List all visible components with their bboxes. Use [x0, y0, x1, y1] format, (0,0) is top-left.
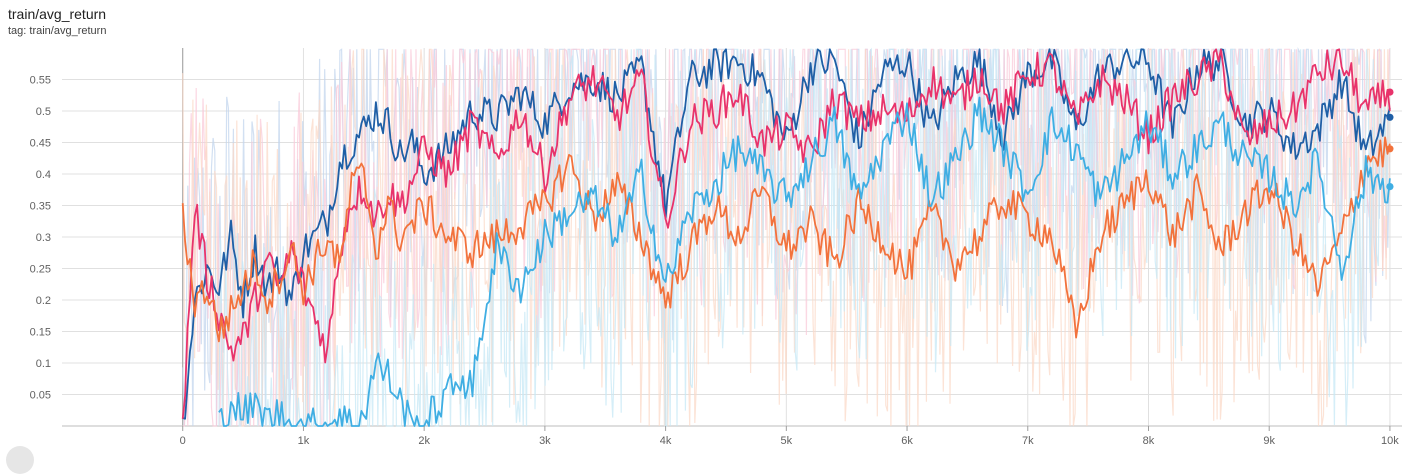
y-tick-label: 0.45	[30, 138, 51, 150]
raw-series-line	[218, 47, 1390, 427]
series-line	[181, 48, 1391, 419]
series-line	[181, 136, 1391, 343]
raw-series-layer	[182, 46, 1390, 427]
x-tick-label: 7k	[1022, 435, 1034, 447]
series-endpoint-point	[1386, 113, 1394, 121]
x-tick-label: 5k	[781, 435, 793, 447]
y-tick-label: 0.35	[30, 201, 51, 213]
series-line	[218, 96, 1391, 427]
x-tick-label: 10k	[1381, 435, 1399, 447]
x-tick-label: 1k	[298, 435, 310, 447]
series-line	[182, 48, 1391, 420]
x-tick-label: 9k	[1263, 435, 1275, 447]
y-tick-label: 0.1	[36, 358, 51, 370]
series-endpoint-point	[1386, 88, 1394, 96]
series-endpoint-point	[1386, 145, 1394, 153]
x-tick-label: 2k	[418, 435, 430, 447]
y-tick-label: 0.05	[30, 390, 51, 402]
smoothed-series-layer	[181, 48, 1394, 427]
line-chart: 0 1k 2k 3k 4k 5k 6k 7k 8k 9k 10k 0.05 0.1 0.15 0.2 0.2…	[30, 46, 1402, 447]
y-tick-label: 0.4	[36, 169, 51, 181]
chart-tag: tag: train/avg_return	[8, 25, 107, 37]
y-tick-label: 0.25	[30, 264, 51, 276]
x-tick-label: 8k	[1143, 435, 1155, 447]
y-tick-label: 0.3	[36, 232, 51, 244]
x-tick-label: 3k	[539, 435, 551, 447]
x-axis-ticks: 0 1k 2k 3k 4k 5k 6k 7k 8k 9k 10k	[180, 426, 1399, 447]
y-tick-label: 0.5	[36, 106, 51, 118]
y-tick-label: 0.15	[30, 327, 51, 339]
y-axis-ticks: 0.05 0.1 0.15 0.2 0.25 0.3 0.35 0.4 0.45 0.5 0.55	[30, 75, 51, 402]
fit-domain-button[interactable]	[6, 446, 34, 474]
y-tick-label: 0.2	[36, 295, 51, 307]
y-tick-label: 0.55	[30, 75, 51, 87]
raw-series-line	[182, 48, 1390, 427]
x-tick-label: 0	[180, 435, 186, 447]
x-tick-label: 6k	[901, 435, 913, 447]
series-endpoint-point	[1386, 183, 1394, 191]
chart-title: train/avg_return	[8, 6, 107, 22]
x-tick-label: 4k	[660, 435, 672, 447]
